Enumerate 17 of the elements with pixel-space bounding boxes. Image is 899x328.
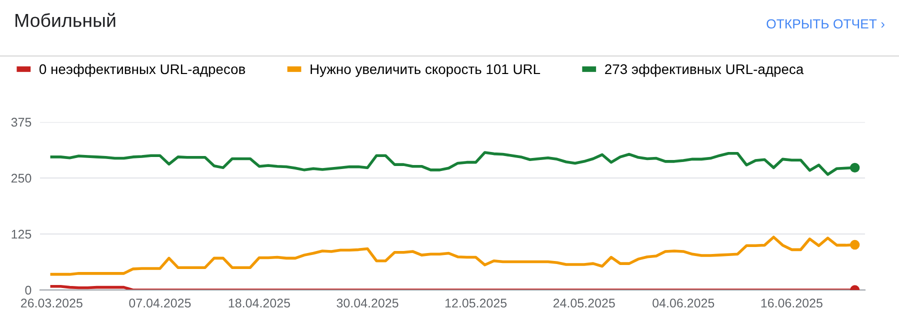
y-tick-label: 0 bbox=[25, 286, 32, 295]
y-tick-label: 375 bbox=[11, 118, 32, 127]
x-tick-label: 04.06.2025 bbox=[652, 298, 714, 308]
legend-label: 273 эффективных URL-адреса bbox=[605, 64, 804, 77]
chart-title: Мобильный bbox=[16, 12, 116, 28]
x-tick-label: 30.04.2025 bbox=[336, 298, 398, 308]
x-tick-label: 26.03.2025 bbox=[21, 298, 82, 308]
x-tick-label: 24.05.2025 bbox=[553, 298, 615, 308]
text: ОТКРЫТЬ ОТЧЕТ › bbox=[766, 19, 884, 29]
y-tick-label: 125 bbox=[12, 230, 32, 239]
x-tick-label: 12.05.2025 bbox=[445, 298, 507, 308]
legend-label: 0 неэффективных URL-адресов bbox=[39, 64, 246, 77]
legend-label: Нужно увеличить скорость 101 URL bbox=[310, 64, 540, 77]
x-tick-label: 16.06.2025 bbox=[761, 298, 822, 308]
y-tick-label: 250 bbox=[11, 174, 32, 183]
x-tick-label: 07.04.2025 bbox=[129, 298, 191, 308]
x-tick-label: 18.04.2025 bbox=[228, 298, 290, 308]
